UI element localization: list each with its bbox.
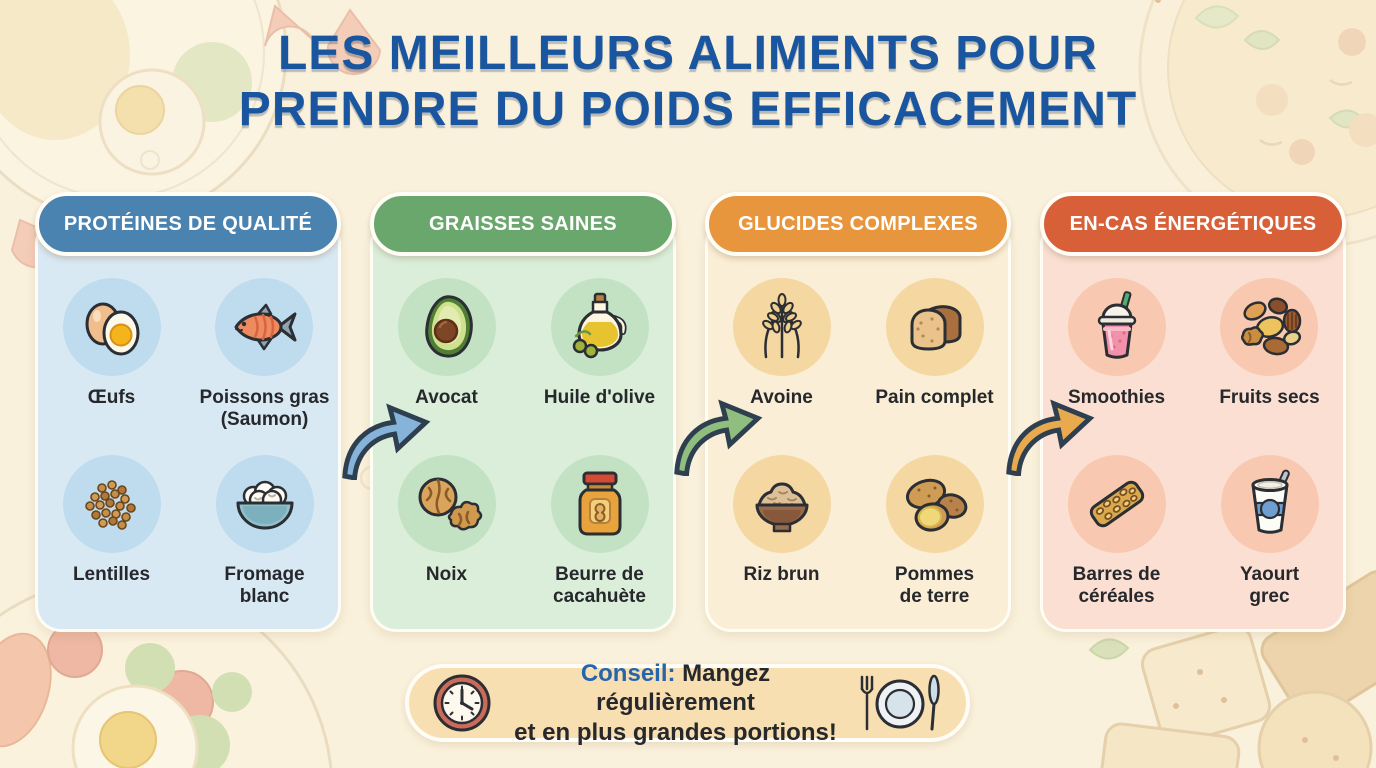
salmon-icon bbox=[215, 278, 314, 376]
food-label: Lentilles bbox=[72, 564, 151, 585]
food-label: Fruits secs bbox=[1219, 387, 1320, 408]
potatoes-icon bbox=[885, 455, 984, 553]
peanut-butter-icon bbox=[550, 455, 649, 553]
food-label: Yaourt grec bbox=[1239, 564, 1300, 608]
category-header-graisses: GRAISSES SAINES bbox=[370, 192, 676, 256]
food-label: Avocat bbox=[415, 387, 478, 408]
olive-oil-icon bbox=[550, 278, 649, 376]
lentils-icon bbox=[62, 455, 161, 553]
category-card-encas: EN-CAS ÉNERGÉTIQUES Smoothies bbox=[1040, 192, 1346, 632]
tip-text: Conseil: Mangez régulièrement et en plus… bbox=[509, 659, 842, 747]
fromage-blanc-icon bbox=[215, 455, 314, 553]
food-label: Beurre de cacahuète bbox=[553, 564, 646, 608]
tip-line-2: et en plus grandes portions! bbox=[514, 718, 837, 746]
food-item-barres-cereales: Barres de céréales bbox=[1067, 455, 1166, 632]
food-item-oeufs: Œufs bbox=[62, 278, 161, 455]
food-item-pain-complet: Pain complet bbox=[875, 278, 994, 455]
food-item-noix: Noix bbox=[397, 455, 496, 632]
food-item-lentilles: Lentilles bbox=[62, 455, 161, 632]
food-item-fromage-blanc: Fromage blanc bbox=[215, 455, 314, 632]
food-item-yaourt-grec: Yaourt grec bbox=[1220, 455, 1319, 632]
category-card-graisses: GRAISSES SAINES Avocat bbox=[370, 192, 676, 632]
rice-icon bbox=[732, 455, 831, 553]
category-card-proteines: PROTÉINES DE QUALITÉ Œufs bbox=[35, 192, 341, 632]
flow-arrow-3 bbox=[1006, 399, 1095, 476]
flow-arrow-2 bbox=[674, 399, 763, 476]
title-line-2: PRENDRE DU POIDS EFFICACEMENT bbox=[238, 82, 1138, 136]
greek-yogurt-icon bbox=[1220, 455, 1319, 553]
category-card-glucides: GLUCIDES COMPLEXES bbox=[705, 192, 1011, 632]
food-item-avocat: Avocat bbox=[397, 278, 496, 455]
food-label: Pain complet bbox=[875, 387, 994, 408]
food-label: Poissons gras (Saumon) bbox=[199, 387, 330, 431]
title-line-1: LES MEILLEURS ALIMENTS POUR bbox=[278, 27, 1098, 80]
smoothie-icon bbox=[1067, 278, 1166, 376]
food-label: Fromage blanc bbox=[224, 564, 305, 608]
clock-icon bbox=[433, 674, 491, 732]
tip-label: Conseil: bbox=[580, 660, 676, 688]
food-item-pommes-de-terre: Pommes de terre bbox=[885, 455, 984, 632]
food-label: Riz brun bbox=[743, 564, 820, 585]
food-item-avoine: Avoine bbox=[732, 278, 831, 455]
flow-arrow-1 bbox=[342, 403, 431, 480]
food-label: Barres de céréales bbox=[1072, 564, 1161, 608]
food-label: Huile d'olive bbox=[543, 387, 656, 408]
food-item-poissons-gras: Poissons gras (Saumon) bbox=[199, 278, 330, 455]
avocado-icon bbox=[397, 278, 496, 376]
food-item-riz-brun: Riz brun bbox=[732, 455, 831, 632]
mixed-nuts-icon bbox=[1220, 278, 1319, 376]
page-title: LES MEILLEURS ALIMENTS POUR PRENDRE DU PO… bbox=[0, 26, 1376, 137]
category-header-encas: EN-CAS ÉNERGÉTIQUES bbox=[1040, 192, 1346, 256]
food-item-beurre-cacahuete: Beurre de cacahuète bbox=[550, 455, 649, 632]
eggs-icon bbox=[62, 278, 161, 376]
food-item-smoothies: Smoothies bbox=[1067, 278, 1166, 455]
category-header-glucides: GLUCIDES COMPLEXES bbox=[705, 192, 1011, 256]
food-label: Pommes de terre bbox=[894, 564, 975, 608]
bread-icon bbox=[885, 278, 984, 376]
food-label: Avoine bbox=[750, 387, 813, 408]
tip-line-1: Mangez régulièrement bbox=[596, 660, 771, 717]
tip-bar: Conseil: Mangez régulièrement et en plus… bbox=[405, 660, 970, 746]
food-label: Œufs bbox=[87, 387, 136, 408]
cutlery-icon bbox=[860, 674, 940, 731]
granola-bar-icon bbox=[1067, 455, 1166, 553]
food-label: Noix bbox=[425, 564, 468, 585]
food-item-fruits-secs: Fruits secs bbox=[1219, 278, 1320, 455]
food-item-huile-olive: Huile d'olive bbox=[544, 278, 655, 455]
food-label: Smoothies bbox=[1067, 387, 1166, 408]
oats-icon bbox=[732, 278, 831, 376]
category-header-proteines: PROTÉINES DE QUALITÉ bbox=[35, 192, 341, 256]
walnuts-icon bbox=[397, 455, 496, 553]
